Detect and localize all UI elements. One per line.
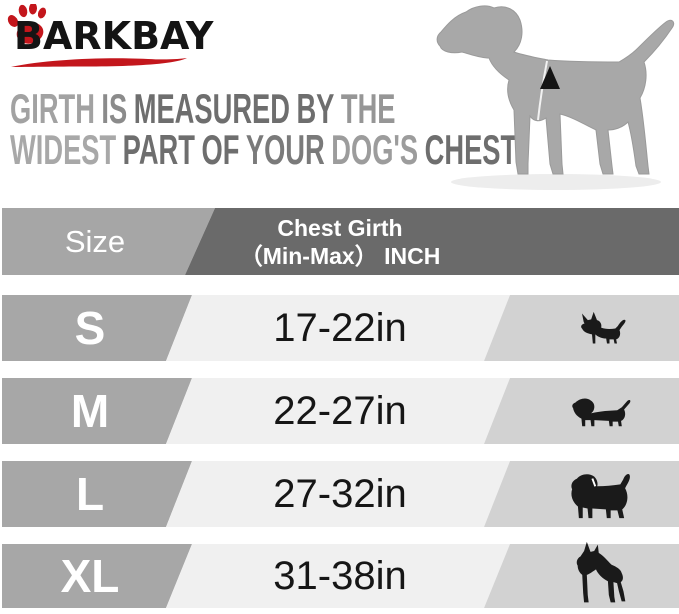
dog-silhouette: [436, 5, 675, 175]
row-girth-cell-bg: [166, 544, 510, 608]
girth-note-line1: GIRTH IS MEASURED BY THE: [10, 85, 528, 132]
row-girth-cell-bg: [166, 295, 510, 361]
note-word: THE: [340, 85, 396, 132]
header-girth-label: Chest Girth （Min-Max） INCH: [180, 208, 500, 275]
row-size-cell-bg: [2, 461, 192, 527]
row-girth-cell-bg: [166, 378, 510, 444]
header-girth-line1: Chest Girth: [277, 214, 403, 241]
row-size-label: L: [75, 468, 105, 520]
row-size-label: S: [74, 302, 106, 354]
row-size-cell-bg: [2, 378, 192, 444]
size-table: Size Chest Girth （Min-Max） INCH S 17-22i…: [0, 208, 679, 608]
note-word: YOUR: [245, 126, 325, 173]
paw-icon: [7, 4, 47, 44]
dog-girth-diagram: [436, 5, 675, 190]
girth-note: GIRTH IS MEASURED BY THE WIDEST PART OF YOUR DOG…: [10, 85, 528, 173]
row-breed-icon-box: [510, 544, 679, 608]
logo-underline-swoosh: [11, 58, 187, 67]
size-rows: S 17-22in M 22-27in L 27-32in: [0, 295, 679, 608]
rottweiler-icon: [566, 468, 638, 520]
row-size-label: XL: [60, 550, 120, 602]
note-word: BY: [296, 85, 335, 132]
chihuahua-icon: [577, 311, 627, 346]
note-word: WIDEST: [10, 126, 117, 173]
row-girth-value: 17-22in: [273, 305, 407, 350]
row-size-cell-bg: [2, 544, 192, 608]
table-row: M 22-27in: [0, 378, 679, 444]
row-breed-icon-box: [510, 295, 679, 361]
row-girth-value: 31-38in: [273, 553, 407, 598]
note-word: CHEST.: [424, 126, 522, 173]
girth-marker-triangle: [540, 66, 560, 89]
table-row: S 17-22in: [0, 295, 679, 361]
row-icon-cell-bg: [484, 544, 679, 608]
table-row: L 27-32in: [0, 461, 679, 527]
row-size-label: M: [70, 385, 110, 437]
note-word: MEASURED: [133, 85, 290, 132]
note-word: DOG'S: [331, 126, 419, 173]
note-word: IS: [101, 85, 128, 132]
row-breed-icon-box: [510, 378, 679, 444]
row-breed-icon-box: [510, 461, 679, 527]
header-size-cell-bg: [2, 208, 215, 275]
great-dane-icon: [573, 540, 630, 606]
note-word: GIRTH: [10, 85, 95, 132]
brand-name: BARKBAY: [14, 14, 214, 58]
table-row: XL 31-38in: [0, 544, 679, 608]
header-girth-cell-bg: [185, 208, 679, 275]
note-word: PART: [122, 126, 195, 173]
table-header-row: Size Chest Girth （Min-Max） INCH: [0, 208, 679, 275]
row-girth-value: 22-27in: [273, 388, 407, 433]
header-girth-line2: （Min-Max） INCH: [239, 242, 441, 269]
girth-line: [537, 60, 548, 121]
row-girth-cell-bg: [166, 461, 510, 527]
row-girth-value: 27-32in: [273, 471, 407, 516]
dog-shadow: [451, 174, 661, 190]
header-size-label: Size: [64, 223, 126, 259]
row-size-cell-bg: [2, 295, 192, 361]
girth-note-line2: WIDEST PART OF YOUR DOG'S CHEST.: [10, 126, 528, 173]
dachshund-icon: [570, 395, 634, 427]
note-word: OF: [201, 126, 240, 173]
